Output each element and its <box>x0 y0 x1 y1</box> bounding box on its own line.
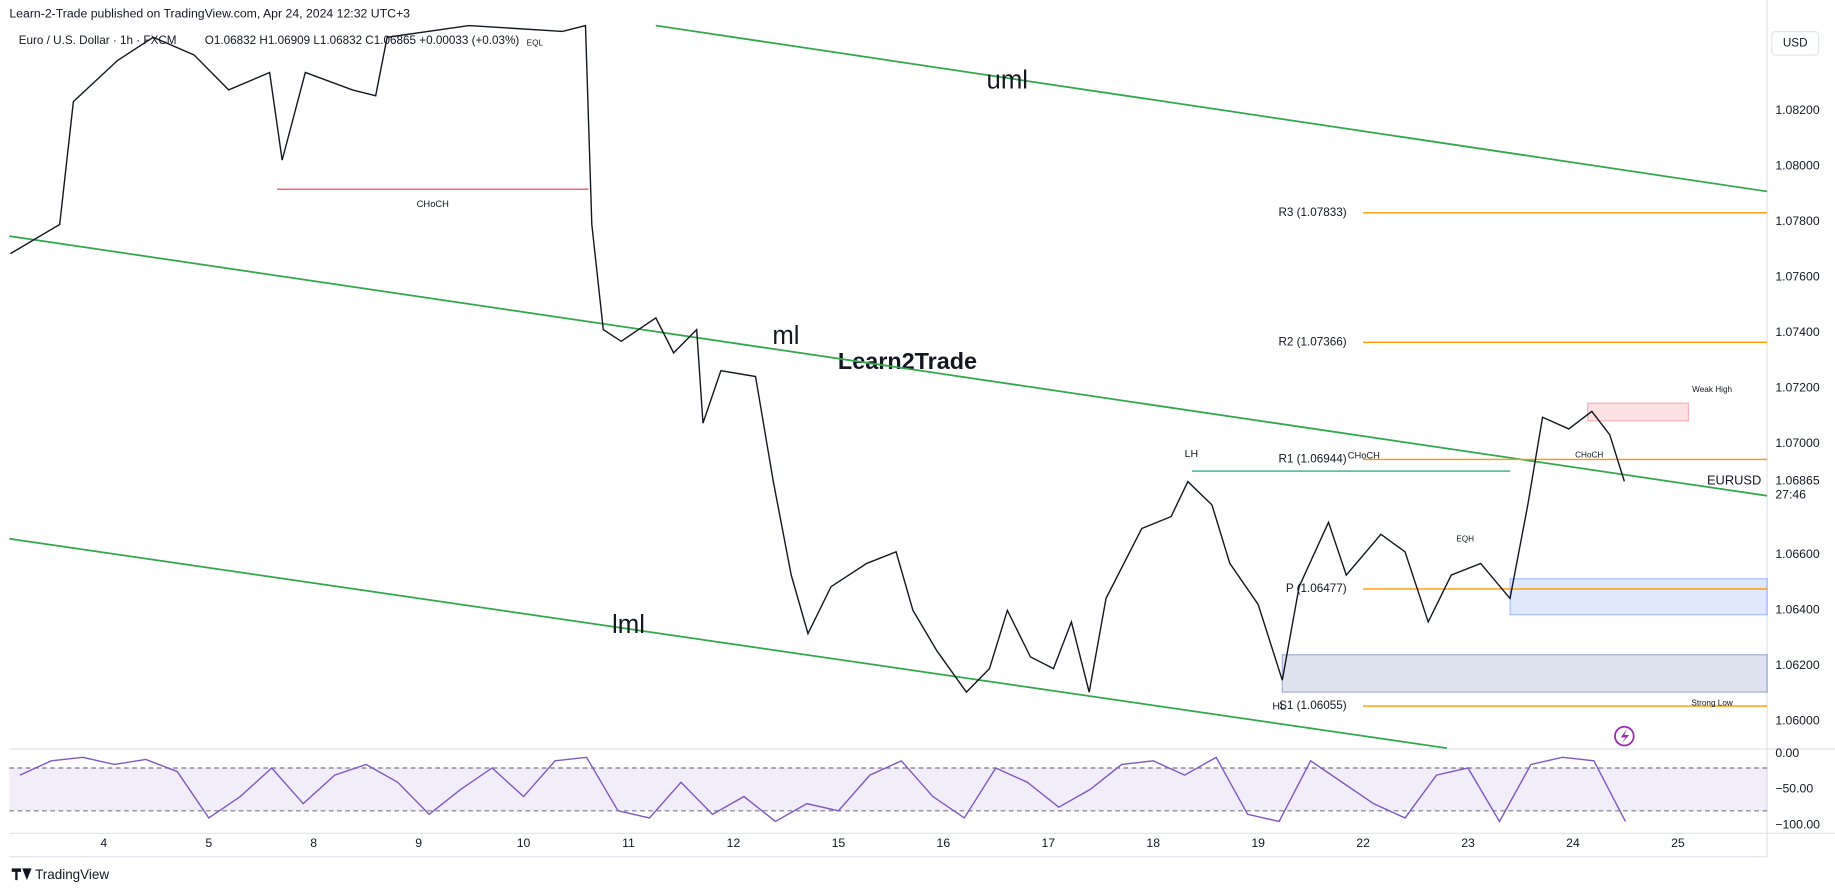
osc-tick-label: −100.00 <box>1775 817 1820 831</box>
y-tick-label: 1.07800 <box>1775 214 1820 228</box>
y-tick-label: 1.06000 <box>1775 714 1820 728</box>
structure-label: CHoCH <box>1348 450 1380 460</box>
pivot-label: P (1.06477) <box>1286 582 1347 595</box>
y-tick-label: 1.07400 <box>1775 325 1820 339</box>
y-tick-label: 1.06600 <box>1775 547 1820 561</box>
channel-label: uml <box>987 67 1028 95</box>
annotation: EQH <box>1456 535 1474 544</box>
x-tick-label: 5 <box>205 836 212 850</box>
ohlc: O1.06832 H1.06909 L1.06832 C1.06865 +0.0… <box>205 34 520 47</box>
channel-label: ml <box>772 322 799 350</box>
channel-line <box>9 235 1768 497</box>
y-tick-label: 1.07600 <box>1775 270 1820 284</box>
y-tick-label: 1.06400 <box>1775 603 1820 617</box>
zone <box>1281 654 1768 693</box>
pivot-label: R3 (1.07833) <box>1278 206 1346 219</box>
pivot-label: R2 (1.07366) <box>1278 335 1346 348</box>
price-tag: 1.06865 <box>1775 474 1820 488</box>
watermark: Learn2Trade <box>838 348 977 374</box>
x-tick-label: 23 <box>1461 836 1475 850</box>
annotation: LH <box>1185 448 1198 460</box>
currency-box[interactable] <box>1771 31 1820 56</box>
osc-tick-label: 0.00 <box>1775 746 1799 760</box>
x-tick-label: 8 <box>310 836 317 850</box>
x-tick-label: 4 <box>100 836 107 850</box>
channel-line <box>655 24 1768 193</box>
x-tick-label: 12 <box>727 836 741 850</box>
zone <box>1587 402 1690 422</box>
x-tick-label: 11 <box>622 836 635 850</box>
x-tick-label: 25 <box>1671 836 1685 850</box>
pivot-label: R1 (1.06944) <box>1278 453 1346 466</box>
osc-tick-label: −50.00 <box>1775 782 1813 796</box>
header: Learn-2-Trade published on TradingView.c… <box>9 6 410 20</box>
countdown: 27:46 <box>1775 488 1806 502</box>
structure-label: CHoCH <box>417 199 449 209</box>
x-tick-label: 19 <box>1251 836 1265 850</box>
flash-bolt <box>1620 729 1630 744</box>
x-tick-label: 22 <box>1356 836 1370 850</box>
price-line <box>10 24 1626 694</box>
symbol-tag: EURUSD <box>1707 473 1761 488</box>
y-tick-label: 1.07000 <box>1775 436 1820 450</box>
footer: TradingView <box>35 867 109 882</box>
currency[interactable]: USD <box>1783 36 1808 49</box>
y-tick-label: 1.08200 <box>1775 103 1820 117</box>
channel-line <box>9 537 1448 750</box>
x-tick-label: 24 <box>1566 836 1580 850</box>
x-tick-label: 10 <box>517 836 531 850</box>
x-tick-label: 16 <box>937 836 951 850</box>
y-tick-label: 1.08000 <box>1775 159 1820 173</box>
annotation: HL <box>1272 701 1286 713</box>
x-tick-label: 15 <box>832 836 846 850</box>
y-tick-label: 1.07200 <box>1775 381 1820 395</box>
channel-label: lml <box>612 611 645 639</box>
x-tick-label: 18 <box>1146 836 1160 850</box>
footer-logo <box>11 868 32 881</box>
zone <box>1509 578 1768 616</box>
oscillator-line <box>19 756 1627 823</box>
x-tick-label: 17 <box>1041 836 1055 850</box>
annotation: EQL <box>527 38 544 47</box>
y-tick-label: 1.06200 <box>1775 658 1820 672</box>
symbol-line: Euro / U.S. Dollar · 1h · FXCM <box>19 34 177 47</box>
annotation: CHoCH <box>1575 450 1603 459</box>
flash-icon[interactable] <box>1614 725 1635 747</box>
x-tick-label: 9 <box>415 836 422 850</box>
annotation: Strong Low <box>1691 699 1733 708</box>
pivot-label: S1 (1.06055) <box>1279 699 1347 712</box>
annotation: Weak High <box>1692 385 1732 394</box>
band-fill <box>9 767 1768 811</box>
